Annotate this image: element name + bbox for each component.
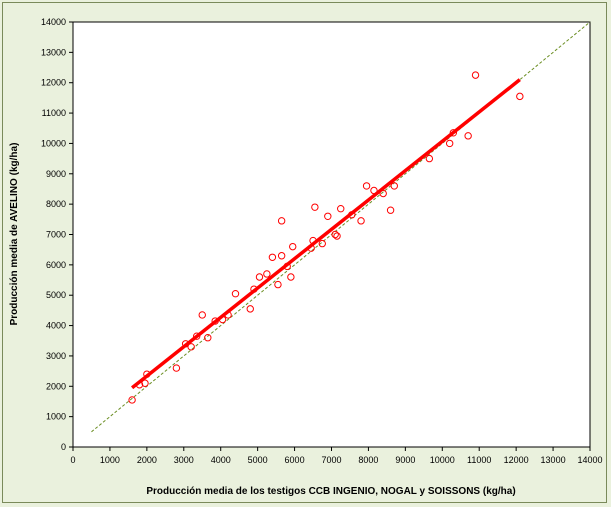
data-point	[204, 334, 212, 342]
data-point	[181, 340, 190, 348]
x-tick-label: 1000	[100, 455, 120, 465]
data-point	[386, 206, 395, 214]
y-tick-label: 5000	[46, 290, 66, 300]
data-point	[263, 270, 271, 278]
data-point	[218, 315, 227, 324]
data-point	[143, 370, 151, 378]
data-point	[362, 182, 371, 190]
data-point	[307, 244, 315, 252]
y-tick-label: 6000	[46, 260, 66, 270]
chart-frame: 0 1000 2000 3000 4000 5000 6000 7000 8000 9000 100…	[2, 2, 607, 503]
scatter-chart: 0 1000 2000 3000 4000 5000 6000 7000 8000 9000 100…	[9, 17, 603, 497]
y-tick-label: 8000	[46, 199, 66, 209]
data-point	[337, 204, 345, 213]
data-point	[311, 203, 319, 211]
x-tick-label: 8000	[358, 455, 378, 465]
data-point	[370, 186, 378, 195]
data-point	[324, 212, 332, 220]
x-tick-label: 7000	[321, 455, 341, 465]
data-point	[390, 182, 398, 190]
y-tick-label: 12000	[41, 78, 66, 88]
data-point	[287, 273, 295, 281]
y-axis-label: Producción media de AVELINO (kg/ha)	[9, 143, 20, 326]
x-tick-label: 12000	[504, 455, 529, 465]
data-point	[268, 253, 277, 261]
x-axis-label: Producción media de los testigos CCB ING…	[146, 486, 515, 497]
data-point	[198, 311, 206, 319]
data-point	[224, 311, 232, 319]
y-tick-label: 13000	[41, 47, 66, 57]
data-point	[379, 189, 387, 198]
points-layer	[128, 71, 524, 404]
data-point	[333, 232, 341, 240]
data-point	[445, 139, 454, 148]
data-point	[193, 332, 201, 340]
x-tick-label: 0	[70, 455, 75, 465]
y-tick-label: 3000	[46, 351, 66, 361]
x-tick-label: 14000	[577, 455, 602, 465]
data-point	[211, 317, 219, 325]
y-tick-label: 4000	[46, 321, 66, 331]
y-axis-ticks: 0 1000 2000 3000 4000 5000 6000 7000 8000 9000 100…	[41, 17, 73, 452]
data-point	[331, 230, 339, 239]
x-tick-label: 2000	[137, 455, 157, 465]
data-point	[449, 129, 458, 137]
y-tick-label: 9000	[46, 169, 66, 179]
data-point	[141, 379, 149, 387]
data-point	[464, 132, 472, 140]
data-point	[309, 236, 317, 245]
data-point	[357, 217, 365, 225]
data-point	[277, 217, 286, 225]
data-point	[255, 273, 264, 281]
x-tick-label: 13000	[541, 455, 566, 465]
fit-line	[130, 78, 521, 390]
data-point	[172, 364, 181, 372]
x-tick-label: 4000	[211, 455, 231, 465]
y-tick-label: 2000	[46, 381, 66, 391]
x-tick-label: 5000	[248, 455, 268, 465]
x-tick-label: 6000	[285, 455, 305, 465]
y-tick-label: 7000	[46, 230, 66, 240]
data-point	[348, 211, 356, 219]
data-point	[135, 381, 144, 389]
data-point	[289, 242, 297, 251]
y-tick-label: 11000	[42, 108, 66, 118]
x-axis-ticks: 0 1000 2000 3000 4000 5000 6000 7000 8000 9000 100…	[70, 447, 603, 465]
y-tick-label: 0	[61, 442, 66, 452]
data-point	[471, 71, 480, 79]
y-tick-label: 14000	[41, 17, 66, 27]
data-point	[318, 239, 326, 248]
fit-line-layer	[130, 78, 521, 390]
x-tick-label: 3000	[174, 455, 194, 465]
x-tick-label: 11000	[467, 455, 491, 465]
data-point	[425, 154, 434, 163]
data-point	[187, 343, 195, 351]
data-point	[274, 280, 282, 289]
y-tick-label: 10000	[41, 138, 66, 148]
data-point	[283, 262, 291, 271]
data-point	[128, 396, 136, 404]
y-tick-label: 1000	[46, 412, 66, 422]
data-point	[277, 252, 286, 260]
x-tick-label: 10000	[430, 455, 455, 465]
x-tick-label: 9000	[395, 455, 415, 465]
data-point	[250, 285, 258, 293]
data-point	[246, 305, 254, 313]
data-point	[516, 92, 524, 101]
data-point	[231, 289, 240, 298]
